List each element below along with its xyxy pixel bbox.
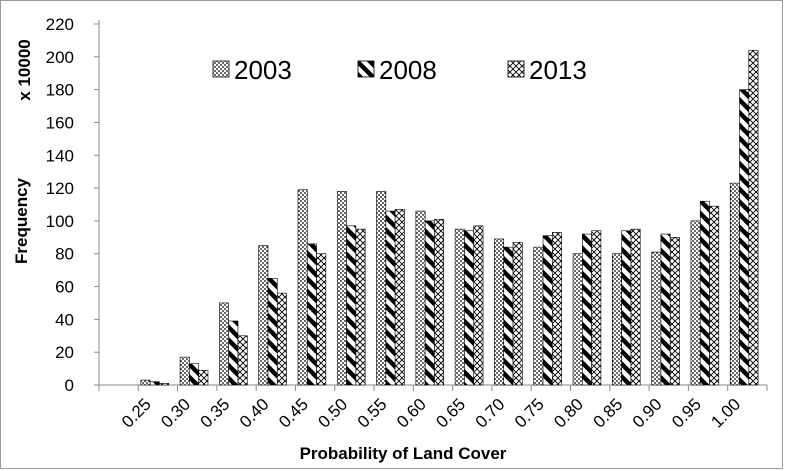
bar-2013-0.70 [512,241,523,386]
x-tick-label: 0.80 [550,395,587,432]
bar-2003-0.50 [336,191,347,386]
bar-2008-0.75 [542,235,553,386]
y-tick-label: 40 [55,310,74,329]
bar-2008-0.90 [660,233,671,386]
bar-2008-0.55 [385,210,396,386]
bar-2013-0.50 [355,228,366,386]
bar-2013-1.00 [748,49,759,386]
bar-2003-0.75 [533,246,544,386]
bar-2008-0.50 [346,225,357,386]
bar-2003-0.80 [572,253,583,386]
legend-swatch-2008 [357,60,375,78]
x-tick-label: 0.90 [629,395,666,432]
bar-2008-0.80 [582,233,592,386]
bar-2008-0.95 [699,200,710,386]
bar-2003-0.35 [219,302,229,386]
bar-2003-1.00 [729,182,740,386]
x-tick-label: 0.35 [197,395,234,432]
legend-label-2008: 2008 [379,55,437,85]
bar-2003-0.25 [140,379,151,386]
y-tick-label: 160 [46,113,74,132]
bar-2003-0.90 [651,251,662,386]
x-tick-label: 0.65 [432,395,469,432]
x-tick-label: 0.30 [157,395,194,432]
bar-2008-0.65 [464,230,475,386]
x-tick-label: 0.40 [236,395,273,432]
legend-swatch-2003 [212,60,230,78]
y-tick-label: 200 [46,48,74,67]
bar-2003-0.60 [415,210,426,386]
bar-2013-0.95 [709,205,720,386]
x-tick-label: 0.45 [275,395,312,432]
bar-2013-0.40 [276,292,287,386]
bar-2008-0.85 [621,230,632,386]
bar-2003-0.30 [179,356,190,386]
y-tick-label: 180 [46,81,74,100]
bar-2013-0.45 [316,253,327,386]
bar-2003-0.85 [612,253,622,386]
bar-2013-0.30 [198,369,209,386]
x-tick-label: 0.55 [354,395,391,432]
y-tick-label: 80 [55,245,74,264]
bar-2003-0.65 [454,228,465,386]
bar-2013-0.55 [394,209,405,386]
bar-2008-0.40 [267,278,278,386]
bar-2008-0.45 [306,243,317,386]
y-tick-label: 60 [55,278,74,297]
bar-2008-0.25 [149,381,160,386]
y-tick-label: 100 [46,212,74,231]
y-tick-label: 0 [65,376,74,395]
y-unit-label: x 10000 [15,39,34,100]
y-axis-title: Frequency [12,177,31,264]
x-tick-label: 0.70 [472,395,509,432]
y-tick-label: 140 [46,146,74,165]
x-tick-label: 0.95 [668,395,705,432]
bar-2008-0.70 [503,246,514,386]
x-tick-label: 0.85 [590,395,627,432]
bar-2013-0.65 [473,225,484,386]
y-tick-label: 20 [55,343,74,362]
x-tick-label: 0.25 [118,395,155,432]
bar-2003-0.45 [297,189,308,386]
bar-2003-0.40 [258,245,269,386]
bar-2013-0.75 [552,232,562,386]
bar-2013-0.35 [237,335,248,386]
legend-label-2013: 2013 [529,55,587,85]
x-tick-label: 0.75 [511,395,548,432]
bar-2003-0.55 [376,191,387,386]
bar-2003-0.70 [494,238,505,386]
y-tick-label: 120 [46,179,74,198]
bar-2013-0.85 [630,228,641,386]
bar-2013-0.80 [591,230,602,386]
bar-2013-0.60 [434,218,445,386]
bar-2013-0.90 [669,237,680,386]
x-tick-label: 0.60 [393,395,430,432]
bar-2008-0.35 [228,320,239,386]
bar-2008-0.60 [424,220,435,386]
bar-2003-0.95 [690,220,701,386]
x-tick-label: 1.00 [707,395,744,432]
bar-2008-0.30 [189,363,199,386]
legend-swatch-2013 [507,60,525,78]
bar-2013-0.25 [159,383,169,386]
x-axis-title: Probability of Land Cover [300,444,507,463]
bar-2008-1.00 [739,89,750,386]
legend-label-2003: 2003 [234,55,292,85]
y-tick-label: 220 [46,15,74,34]
x-tick-label: 0.50 [314,395,351,432]
